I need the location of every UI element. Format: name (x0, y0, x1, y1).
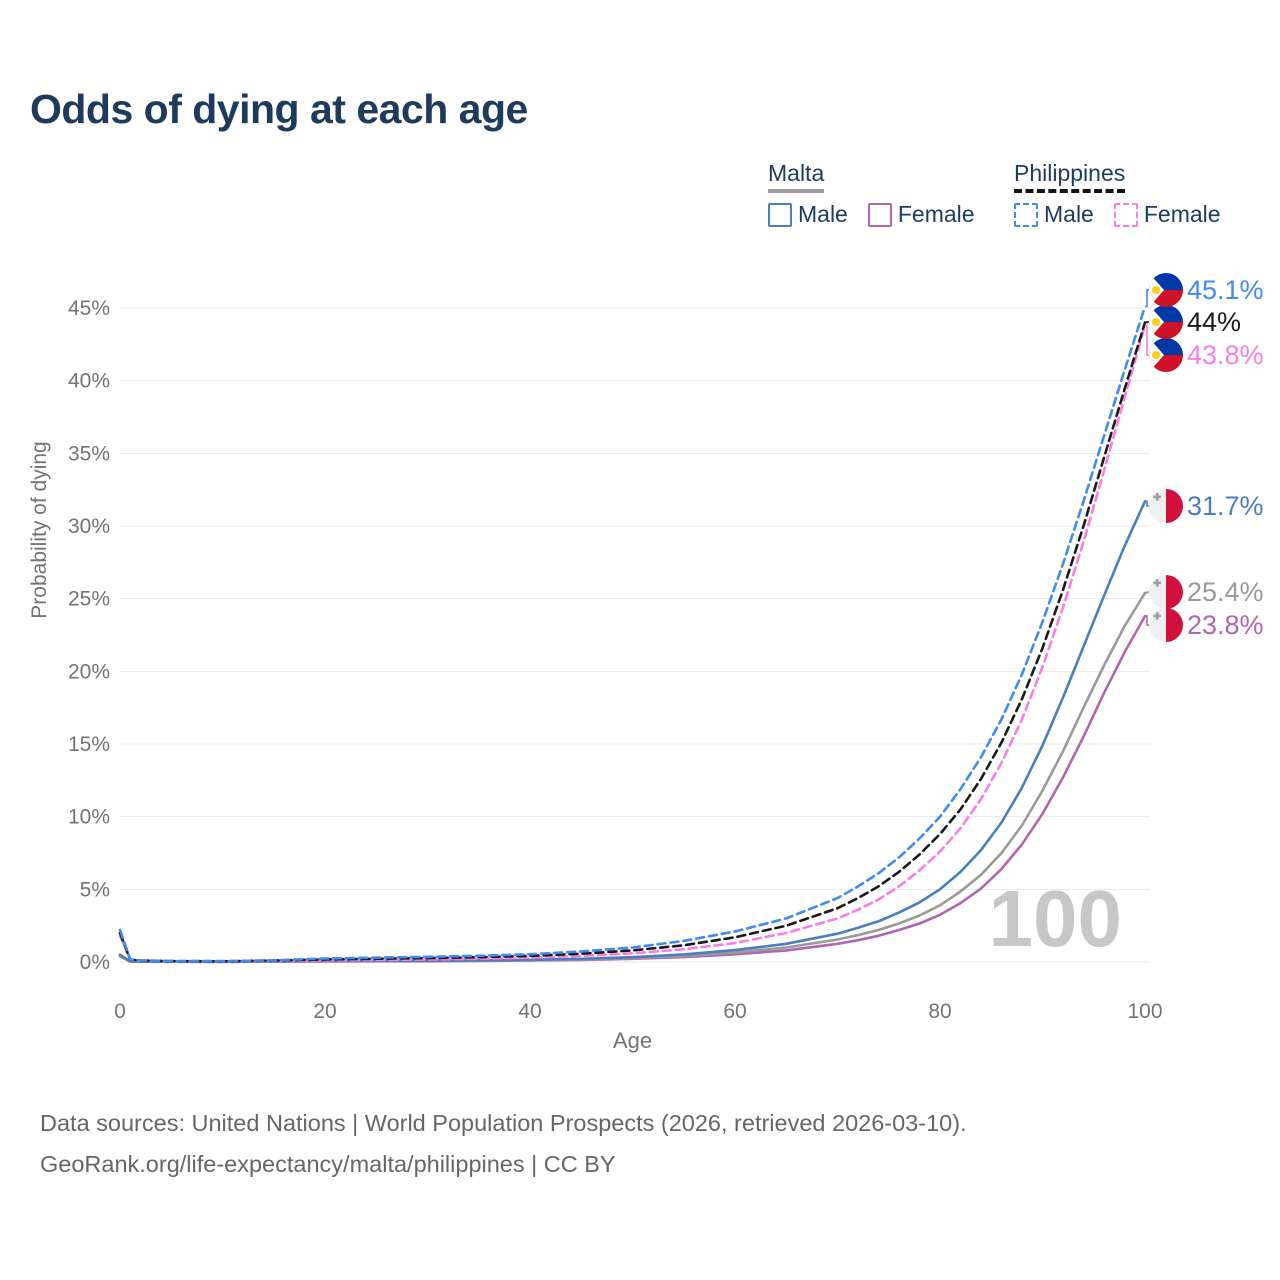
philippines-flag-icon (1149, 273, 1183, 307)
age-counter-watermark: 100 (989, 874, 1122, 963)
series-line-philippines-female (118, 324, 1147, 963)
malta-flag-icon (1149, 489, 1183, 523)
y-tick-label-15: 15% (68, 733, 110, 756)
malta-male-swatch-icon (768, 202, 792, 227)
legend-label-malta-male: Male (798, 201, 848, 227)
chart-title: Odds of dying at each age (30, 86, 528, 132)
y-tick-label-25: 25% (68, 588, 110, 611)
malta-flag-icon (1149, 608, 1183, 642)
x-tick-label-0: 0 (114, 1000, 126, 1023)
legend-group-philippines: Philippines Male Female (1014, 160, 1221, 228)
x-tick-label-20: 20 (313, 1000, 336, 1023)
y-axis-title: Probability of dying (28, 441, 51, 618)
y-tick-label-20: 20% (68, 660, 110, 683)
y-tick-label-35: 35% (68, 442, 110, 465)
legend-items-malta: Male Female (768, 201, 975, 228)
legend-title-philippines: Philippines (1014, 160, 1126, 193)
y-tick-label-10: 10% (68, 806, 110, 829)
y-tick-label-45: 45% (68, 297, 110, 320)
end-label-malta-female: 23.8% (1187, 610, 1264, 640)
end-label-philippines-both: 44% (1187, 307, 1241, 337)
legend-label-malta-female: Female (897, 201, 975, 227)
footer-attribution-link: GeoRank.org/life-expectancy/malta/philip… (40, 1151, 616, 1177)
philippines-flag-icon (1149, 338, 1183, 372)
legend-title-malta: Malta (768, 160, 825, 193)
x-tick-label-60: 60 (723, 1000, 746, 1023)
legend-item-philippines-female[interactable]: Female (1113, 201, 1221, 228)
end-label-philippines-male: 45.1% (1187, 275, 1264, 305)
y-tick-label-5: 5% (80, 878, 110, 901)
end-label-malta-both: 25.4% (1187, 577, 1264, 607)
series-line-philippines-male (118, 305, 1147, 963)
x-tick-label-100: 100 (1127, 1000, 1162, 1023)
footer-data-sources: Data sources: United Nations | World Pop… (40, 1110, 967, 1136)
y-tick-label-40: 40% (68, 370, 110, 393)
end-label-philippines-female: 43.8% (1187, 340, 1264, 370)
x-axis-title: Age (613, 1028, 652, 1053)
legend-item-philippines-male[interactable]: Male (1014, 201, 1094, 228)
y-tick-label-30: 30% (68, 515, 110, 538)
philippines-female-swatch-icon (1113, 202, 1138, 227)
y-tick-label-0: 0% (80, 951, 110, 974)
footer: Data sources: United Nations | World Pop… (40, 1103, 967, 1185)
legend-item-malta-male[interactable]: Male (768, 201, 848, 228)
philippines-flag-icon (1149, 305, 1183, 339)
series-line-malta-male (118, 500, 1147, 963)
end-label-malta-male: 31.7% (1187, 491, 1264, 521)
x-tick-label-80: 80 (928, 1000, 951, 1023)
x-tick-label-40: 40 (518, 1000, 541, 1023)
legend-group-malta: Malta Male Female (768, 160, 975, 228)
philippines-male-swatch-icon (1014, 202, 1038, 227)
legend-label-philippines-female: Female (1143, 201, 1221, 227)
legend-label-philippines-male: Male (1044, 201, 1094, 227)
malta-flag-icon (1149, 575, 1183, 609)
legend-items-philippines: Male Female (1014, 201, 1221, 228)
malta-female-swatch-icon (867, 202, 892, 227)
legend-item-malta-female[interactable]: Female (867, 201, 975, 228)
